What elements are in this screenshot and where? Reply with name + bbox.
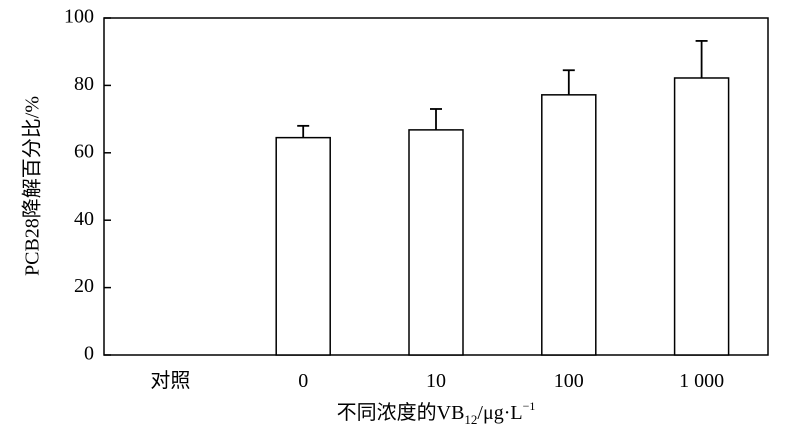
y-tick-label: 60 xyxy=(74,140,94,162)
x-tick-label: 1 000 xyxy=(679,370,724,392)
y-tick-label: 80 xyxy=(74,73,94,95)
y-tick-label: 40 xyxy=(74,208,94,230)
x-axis-title-superscript: −1 xyxy=(523,399,536,413)
bars xyxy=(275,40,730,356)
x-axis-title-subscript: 12 xyxy=(464,412,477,427)
x-tick-label: 对照 xyxy=(150,369,190,392)
x-tick-label: 10 xyxy=(426,370,446,392)
y-axis-title: PCB28降解百分比/% xyxy=(21,96,44,276)
bar xyxy=(275,136,331,356)
x-axis-title: 不同浓度的VB12/μg·L−1 xyxy=(337,399,536,427)
x-axis-title-unit: /μg·L xyxy=(477,402,522,424)
y-tick-label: 0 xyxy=(84,343,94,365)
x-axis: 对照 0 10 100 1 000 xyxy=(150,369,724,392)
y-tick-label: 20 xyxy=(74,275,94,297)
bar xyxy=(408,129,464,356)
y-tick-label: 100 xyxy=(64,6,94,28)
bar xyxy=(541,94,597,356)
y-axis: 0 20 40 60 80 100 xyxy=(64,6,111,365)
x-axis-title-main: 不同浓度的VB xyxy=(337,401,465,424)
x-tick-label: 100 xyxy=(554,370,584,392)
x-tick-label: 0 xyxy=(298,370,308,392)
bar xyxy=(673,77,730,356)
